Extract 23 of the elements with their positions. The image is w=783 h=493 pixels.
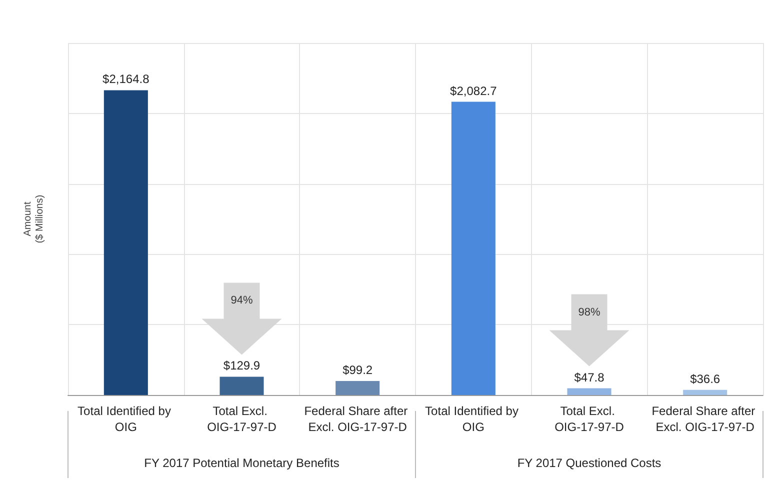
bar	[220, 376, 264, 395]
data-label: $2,082.7	[450, 84, 498, 98]
bar	[104, 90, 148, 395]
x-tick-label: Federal Share after Excl. OIG-17-97-D	[304, 404, 411, 434]
bar	[683, 390, 728, 395]
y-axis-title: Amount ($ Millions)	[22, 194, 46, 244]
data-label: $99.2	[342, 363, 373, 378]
annotation: 94%	[230, 294, 253, 307]
x-tick-label: Total Identified by OIG	[78, 404, 174, 434]
text: FY 2017 Potential Monetary Benefits	[144, 456, 340, 470]
data-label: $2,164.8	[102, 72, 150, 86]
data-label: $47.8	[574, 370, 605, 384]
data-label: $129.9	[223, 358, 260, 373]
text: FY 2017 Questioned Costs	[517, 456, 662, 470]
data-label: $36.6	[690, 372, 720, 386]
bar	[336, 381, 380, 395]
x-tick-label: Total Identified by OIG	[425, 404, 522, 434]
bar	[567, 388, 612, 395]
x-tick-label: Total Excl. OIG-17-97-D	[207, 404, 277, 434]
bar	[451, 102, 496, 395]
annotation: 98%	[578, 306, 600, 318]
x-tick-label: Federal Share after Excl. OIG-17-97-D	[652, 404, 758, 434]
x-tick-label: Total Excl. OIG-17-97-D	[554, 404, 624, 434]
